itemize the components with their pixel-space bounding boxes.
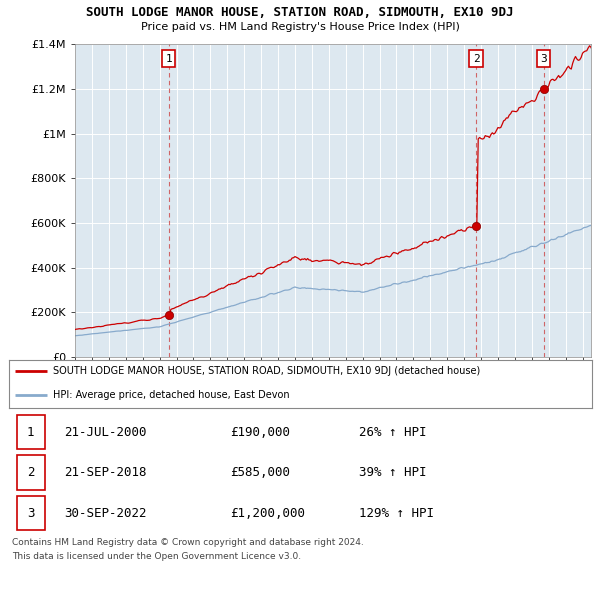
Text: 2: 2 bbox=[473, 54, 479, 64]
Text: 26% ↑ HPI: 26% ↑ HPI bbox=[359, 425, 427, 438]
Text: 3: 3 bbox=[27, 507, 34, 520]
Text: 39% ↑ HPI: 39% ↑ HPI bbox=[359, 466, 427, 479]
Text: Price paid vs. HM Land Registry's House Price Index (HPI): Price paid vs. HM Land Registry's House … bbox=[140, 22, 460, 32]
Text: 2: 2 bbox=[27, 466, 34, 479]
Text: 129% ↑ HPI: 129% ↑ HPI bbox=[359, 507, 434, 520]
Text: HPI: Average price, detached house, East Devon: HPI: Average price, detached house, East… bbox=[53, 390, 289, 400]
Text: £1,200,000: £1,200,000 bbox=[230, 507, 305, 520]
FancyBboxPatch shape bbox=[17, 496, 44, 530]
Text: SOUTH LODGE MANOR HOUSE, STATION ROAD, SIDMOUTH, EX10 9DJ: SOUTH LODGE MANOR HOUSE, STATION ROAD, S… bbox=[86, 6, 514, 19]
FancyBboxPatch shape bbox=[17, 415, 44, 449]
Text: 30-SEP-2022: 30-SEP-2022 bbox=[64, 507, 147, 520]
Text: 21-JUL-2000: 21-JUL-2000 bbox=[64, 425, 147, 438]
Text: 1: 1 bbox=[27, 425, 34, 438]
Text: £190,000: £190,000 bbox=[230, 425, 290, 438]
Text: 1: 1 bbox=[166, 54, 172, 64]
Text: SOUTH LODGE MANOR HOUSE, STATION ROAD, SIDMOUTH, EX10 9DJ (detached house): SOUTH LODGE MANOR HOUSE, STATION ROAD, S… bbox=[53, 366, 480, 376]
Text: 3: 3 bbox=[541, 54, 547, 64]
Text: 21-SEP-2018: 21-SEP-2018 bbox=[64, 466, 147, 479]
Text: £585,000: £585,000 bbox=[230, 466, 290, 479]
Text: Contains HM Land Registry data © Crown copyright and database right 2024.: Contains HM Land Registry data © Crown c… bbox=[12, 538, 364, 547]
FancyBboxPatch shape bbox=[17, 455, 44, 490]
Text: This data is licensed under the Open Government Licence v3.0.: This data is licensed under the Open Gov… bbox=[12, 552, 301, 560]
